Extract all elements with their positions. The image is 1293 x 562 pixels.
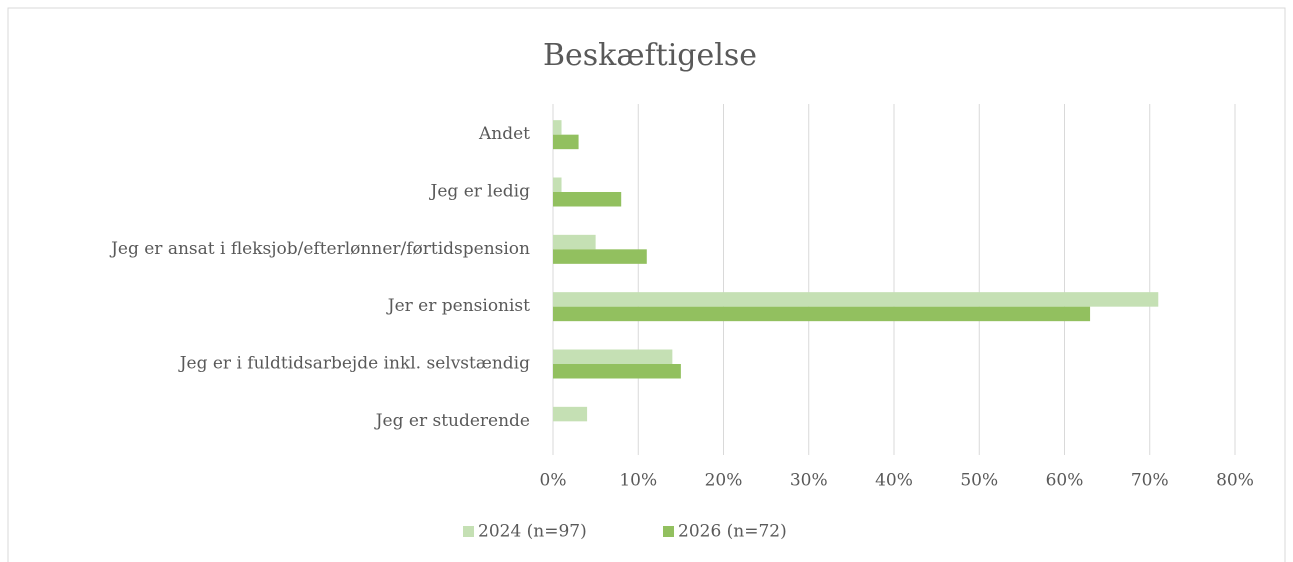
y-tick-label: Jeg er ansat i fleksjob/efterlønner/ført… (109, 239, 530, 259)
bar (553, 120, 562, 135)
y-tick-label: Jeg er i fuldtidsarbejde inkl. selvstænd… (178, 354, 530, 374)
legend-swatch (663, 526, 674, 537)
x-tick-label: 50% (960, 471, 998, 491)
bar (553, 177, 562, 192)
x-tick-label: 60% (1046, 471, 1084, 491)
bar (553, 134, 579, 150)
chart-border (7, 7, 1286, 562)
x-tick-label: 70% (1131, 471, 1169, 491)
chart-title: Beskæftigelse (543, 38, 757, 73)
bar (553, 249, 647, 264)
legend-swatch (463, 526, 474, 537)
legend-label: 2026 (n=72) (678, 522, 787, 542)
y-tick-label: Jeg er studerende (374, 411, 530, 431)
bar (553, 306, 1091, 322)
bar (553, 192, 622, 207)
x-tick-label: 0% (540, 471, 567, 491)
x-tick-label: 30% (790, 471, 828, 491)
bar (553, 349, 673, 364)
x-tick-label: 10% (619, 471, 657, 491)
bar (553, 406, 588, 422)
bar (553, 364, 681, 379)
legend-label: 2024 (n=97) (478, 522, 587, 542)
y-tick-label: Andet (478, 124, 530, 144)
y-tick-label: Jer er pensionist (386, 296, 530, 316)
bar (553, 292, 1159, 307)
x-tick-label: 40% (875, 471, 913, 491)
y-tick-label: Jeg er ledig (429, 182, 531, 202)
x-tick-label: 80% (1216, 471, 1254, 491)
bar (553, 234, 596, 250)
x-tick-label: 20% (705, 471, 743, 491)
